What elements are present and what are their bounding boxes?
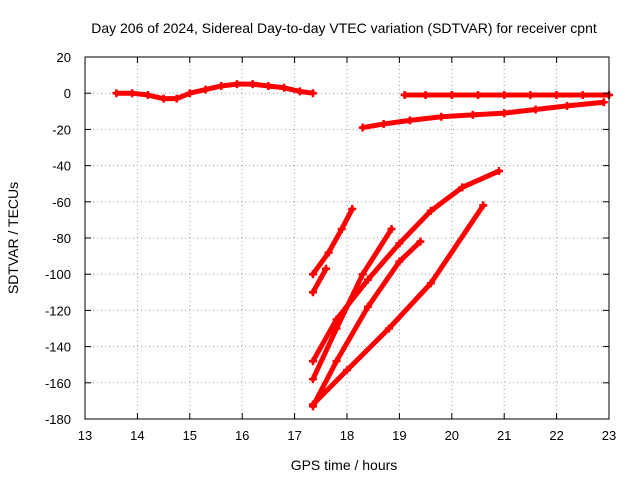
data-point <box>324 248 333 257</box>
x-tick-label: 19 <box>392 428 406 443</box>
data-point <box>395 257 404 266</box>
series-track-5 <box>308 264 331 297</box>
data-point <box>201 85 210 94</box>
data-point <box>500 91 509 100</box>
data-point <box>185 89 194 98</box>
data-point <box>458 183 467 192</box>
data-point <box>308 288 317 297</box>
x-tick-label: 17 <box>287 428 301 443</box>
y-tick-label: -160 <box>45 376 71 391</box>
x-tick-label: 14 <box>130 428 144 443</box>
series-track-2 <box>400 91 613 100</box>
data-point <box>384 324 393 333</box>
data-point <box>599 98 608 107</box>
data-point <box>295 87 304 96</box>
data-point <box>479 201 488 210</box>
series-track-9 <box>308 201 488 409</box>
data-point <box>447 91 456 100</box>
data-point <box>405 116 414 125</box>
data-series-group <box>112 80 613 411</box>
y-tick-label: -100 <box>45 267 71 282</box>
data-point <box>337 224 346 233</box>
data-point <box>494 167 503 176</box>
y-tick-label: -80 <box>52 231 71 246</box>
data-point <box>343 366 351 375</box>
series-track-6 <box>308 224 396 384</box>
series-line <box>310 206 355 277</box>
data-point <box>563 101 572 110</box>
data-point <box>358 123 367 132</box>
data-point <box>232 80 241 89</box>
x-tick-label: 20 <box>445 428 459 443</box>
data-point <box>426 279 435 288</box>
data-point <box>159 94 168 103</box>
data-point <box>500 109 509 118</box>
chart-title: Day 206 of 2024, Sidereal Day-to-day VTE… <box>91 20 597 36</box>
x-tick-label: 18 <box>340 428 354 443</box>
data-point <box>395 239 404 248</box>
series-track-7 <box>308 167 503 366</box>
data-point <box>308 400 317 409</box>
axis-ticks: 13 14 15 16 17 18 19 20 21 22 23 -180 -160 -140 -120 -1… <box>45 50 616 443</box>
series-track-4 <box>308 205 357 279</box>
data-point <box>280 83 289 92</box>
data-point <box>264 81 273 90</box>
series-track-8 <box>308 237 425 411</box>
data-point <box>379 119 388 128</box>
data-point <box>358 270 367 279</box>
y-tick-label: 20 <box>57 50 71 65</box>
data-point <box>421 91 430 100</box>
data-point <box>112 89 121 98</box>
y-tick-label: 0 <box>64 86 71 101</box>
data-point <box>172 94 181 103</box>
data-point <box>468 110 477 119</box>
data-point <box>531 105 540 114</box>
data-point <box>322 264 331 273</box>
x-tick-label: 21 <box>497 428 511 443</box>
data-point <box>332 315 341 324</box>
data-point <box>526 91 535 100</box>
data-point <box>217 81 226 90</box>
x-tick-label: 23 <box>602 428 616 443</box>
x-tick-label: 22 <box>549 428 563 443</box>
x-tick-label: 13 <box>78 428 92 443</box>
y-tick-label: -180 <box>45 412 71 427</box>
data-point <box>552 91 561 100</box>
data-point <box>416 237 425 246</box>
data-point <box>308 357 317 366</box>
data-point <box>387 224 396 233</box>
series-track-3 <box>358 98 608 132</box>
data-point <box>400 91 409 100</box>
data-point <box>248 80 257 89</box>
data-point <box>363 275 372 284</box>
data-point <box>308 375 317 384</box>
data-point <box>363 302 372 311</box>
data-point <box>143 91 152 100</box>
y-tick-label: -40 <box>52 159 71 174</box>
series-line <box>310 168 502 364</box>
data-point <box>128 89 137 98</box>
data-point <box>474 91 482 100</box>
data-point <box>426 206 435 215</box>
y-tick-label: -120 <box>45 303 71 318</box>
y-axis-label: SDTVAR / TECUs <box>5 182 21 294</box>
x-tick-label: 15 <box>183 428 197 443</box>
data-point <box>332 357 341 366</box>
x-tick-label: 16 <box>235 428 249 443</box>
data-point <box>437 112 446 121</box>
data-point <box>578 91 587 100</box>
y-tick-label: -140 <box>45 340 71 355</box>
series-line <box>310 266 329 295</box>
data-point <box>308 270 317 279</box>
y-tick-label: -20 <box>52 122 71 137</box>
data-point <box>348 205 357 214</box>
y-tick-label: -60 <box>52 195 71 210</box>
data-point <box>308 89 317 98</box>
series-track-1 <box>112 80 317 103</box>
x-axis-label: GPS time / hours <box>291 457 398 473</box>
